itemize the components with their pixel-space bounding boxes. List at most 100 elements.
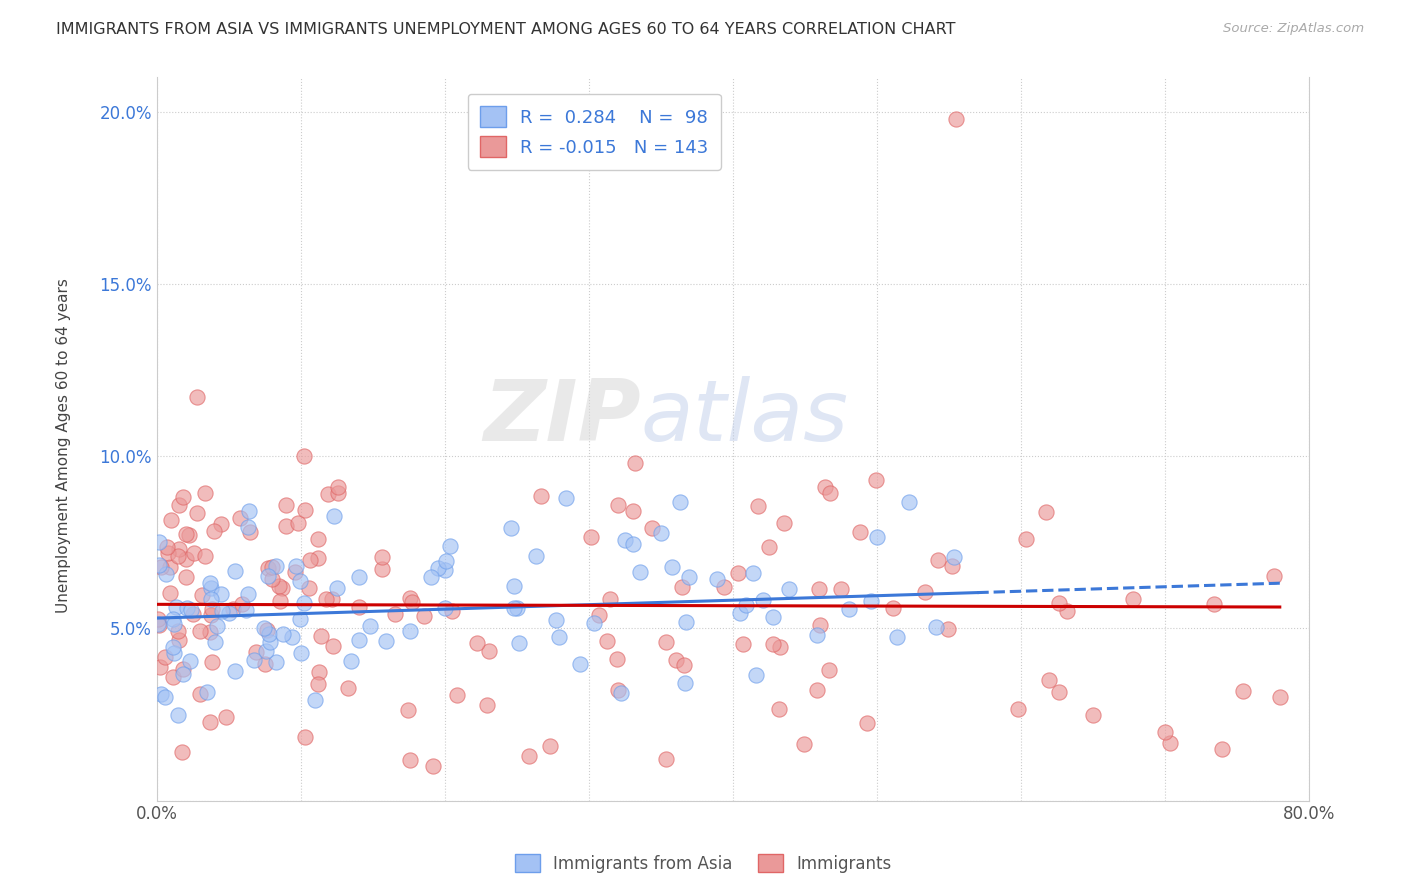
Point xyxy=(370,562,392,576)
Point xyxy=(294,503,316,517)
Point xyxy=(167,624,190,638)
Point xyxy=(675,615,697,629)
Point xyxy=(292,596,315,610)
Point xyxy=(160,512,183,526)
Point xyxy=(1159,736,1181,750)
Point xyxy=(1007,702,1029,716)
Point xyxy=(818,486,841,500)
Point xyxy=(179,655,201,669)
Point xyxy=(596,633,619,648)
Point xyxy=(259,634,281,648)
Point xyxy=(359,619,381,633)
Point xyxy=(149,660,172,674)
Point xyxy=(606,683,628,698)
Point xyxy=(412,609,434,624)
Point xyxy=(284,559,307,574)
Point xyxy=(856,715,879,730)
Point xyxy=(401,595,423,609)
Point xyxy=(214,710,236,724)
Point xyxy=(655,635,678,649)
Text: Unemployment Among Ages 60 to 64 years: Unemployment Among Ages 60 to 64 years xyxy=(56,278,70,614)
Point xyxy=(271,581,294,595)
Point xyxy=(163,617,186,632)
Point xyxy=(499,521,522,535)
Point xyxy=(186,506,208,520)
Point xyxy=(292,449,315,463)
Point xyxy=(399,591,422,605)
Point xyxy=(727,566,749,580)
Point xyxy=(191,588,214,602)
Point xyxy=(655,752,678,766)
Text: Source: ZipAtlas.com: Source: ZipAtlas.com xyxy=(1223,22,1364,36)
Point xyxy=(941,559,963,574)
Text: IMMIGRANTS FROM ASIA VS IMMIGRANTS UNEMPLOYMENT AMONG AGES 60 TO 64 YEARS CORREL: IMMIGRANTS FROM ASIA VS IMMIGRANTS UNEMP… xyxy=(56,22,956,37)
Point xyxy=(229,510,252,524)
Point xyxy=(309,630,332,644)
Point xyxy=(1081,707,1104,722)
Point xyxy=(262,559,284,574)
Point xyxy=(1038,673,1060,687)
Point xyxy=(155,566,177,581)
Point xyxy=(1263,569,1285,583)
Point xyxy=(238,503,260,517)
Point xyxy=(259,627,281,641)
Point xyxy=(1268,690,1291,705)
Point xyxy=(218,607,240,621)
Point xyxy=(398,752,420,766)
Point xyxy=(290,574,312,589)
Point xyxy=(224,665,246,679)
Point xyxy=(588,607,610,622)
Point xyxy=(673,675,696,690)
Point xyxy=(256,561,278,575)
Point xyxy=(167,549,190,563)
Point xyxy=(426,561,449,575)
Point xyxy=(222,602,245,616)
Point xyxy=(243,653,266,667)
Point xyxy=(209,587,232,601)
Point xyxy=(434,554,457,568)
Point xyxy=(530,490,553,504)
Point xyxy=(624,456,647,470)
Point xyxy=(167,498,190,512)
Legend: Immigrants from Asia, Immigrants: Immigrants from Asia, Immigrants xyxy=(508,847,898,880)
Point xyxy=(176,552,198,566)
Point xyxy=(650,526,672,541)
Point xyxy=(167,707,190,722)
Point xyxy=(817,663,839,677)
Point xyxy=(156,546,179,560)
Point xyxy=(1035,505,1057,519)
Point xyxy=(231,598,253,612)
Point xyxy=(239,524,262,539)
Point xyxy=(162,640,184,654)
Point xyxy=(162,612,184,626)
Point xyxy=(1122,592,1144,607)
Point xyxy=(768,702,790,716)
Point xyxy=(170,744,193,758)
Point xyxy=(321,592,343,607)
Point xyxy=(167,632,190,647)
Point xyxy=(159,560,181,574)
Point xyxy=(307,676,329,690)
Point xyxy=(806,683,828,698)
Point xyxy=(668,495,690,509)
Point xyxy=(200,607,222,622)
Point xyxy=(778,582,800,597)
Point xyxy=(322,639,344,653)
Point xyxy=(176,601,198,615)
Point xyxy=(865,473,887,487)
Point xyxy=(299,552,322,566)
Point xyxy=(399,624,422,639)
Point xyxy=(194,549,217,563)
Point xyxy=(316,487,339,501)
Point xyxy=(762,637,785,651)
Point xyxy=(581,530,603,544)
Point xyxy=(613,533,636,547)
Point xyxy=(264,656,287,670)
Point xyxy=(308,665,330,680)
Point xyxy=(274,498,297,512)
Point xyxy=(568,657,591,671)
Point xyxy=(673,658,696,673)
Point xyxy=(186,390,208,404)
Point xyxy=(555,491,578,505)
Point xyxy=(384,607,406,621)
